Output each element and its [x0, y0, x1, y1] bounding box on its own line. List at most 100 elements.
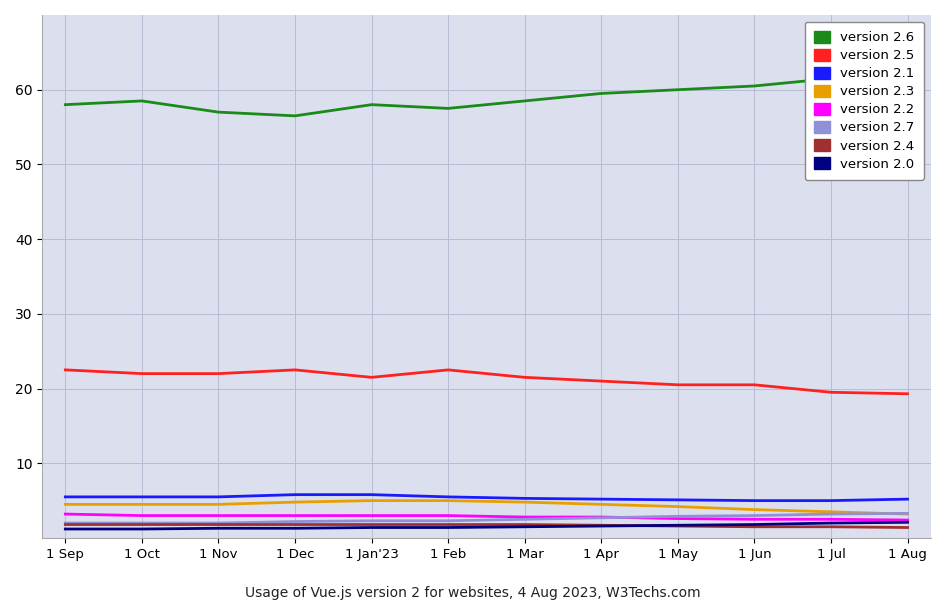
version 2.1 — [596, 496, 607, 503]
version 2.2 — [366, 512, 377, 519]
version 2.7 — [902, 510, 913, 517]
version 2.4 — [596, 522, 607, 529]
version 2.5 — [748, 381, 760, 388]
version 2.3 — [519, 499, 531, 506]
version 2.1 — [443, 493, 454, 501]
version 2.6 — [443, 105, 454, 112]
version 2.3 — [136, 501, 148, 508]
version 2.3 — [443, 497, 454, 504]
version 2.1 — [60, 493, 71, 501]
Line: version 2.1: version 2.1 — [65, 494, 907, 501]
version 2.3 — [673, 503, 684, 510]
version 2.7 — [825, 510, 836, 518]
version 2.4 — [825, 523, 836, 530]
version 2.2 — [825, 516, 836, 523]
version 2.5 — [366, 374, 377, 381]
version 2.6 — [213, 108, 224, 116]
version 2.6 — [289, 112, 301, 119]
version 2.5 — [289, 366, 301, 373]
Line: version 2.2: version 2.2 — [65, 514, 907, 520]
version 2.5 — [213, 370, 224, 378]
version 2.2 — [443, 512, 454, 519]
version 2.6 — [60, 101, 71, 108]
version 2.2 — [136, 512, 148, 519]
version 2.1 — [825, 497, 836, 504]
Line: version 2.3: version 2.3 — [65, 501, 907, 514]
version 2.7 — [748, 512, 760, 519]
version 2.6 — [902, 71, 913, 78]
version 2.1 — [289, 491, 301, 498]
version 2.0 — [289, 525, 301, 532]
version 2.2 — [213, 512, 224, 519]
version 2.1 — [673, 496, 684, 504]
version 2.0 — [136, 525, 148, 533]
version 2.3 — [60, 501, 71, 508]
version 2.7 — [519, 516, 531, 523]
version 2.4 — [136, 521, 148, 528]
version 2.6 — [136, 98, 148, 105]
version 2.2 — [289, 512, 301, 519]
Text: Usage of Vue.js version 2 for websites, 4 Aug 2023, W3Techs.com: Usage of Vue.js version 2 for websites, … — [245, 586, 701, 600]
version 2.0 — [596, 522, 607, 530]
version 2.0 — [825, 519, 836, 527]
version 2.2 — [902, 516, 913, 524]
version 2.4 — [673, 522, 684, 530]
version 2.0 — [673, 522, 684, 529]
version 2.5 — [825, 388, 836, 396]
version 2.5 — [60, 366, 71, 373]
Line: version 2.6: version 2.6 — [65, 75, 907, 116]
version 2.5 — [136, 370, 148, 378]
version 2.6 — [825, 75, 836, 82]
version 2.4 — [60, 521, 71, 528]
version 2.7 — [60, 519, 71, 527]
version 2.4 — [213, 521, 224, 528]
version 2.6 — [366, 101, 377, 108]
version 2.0 — [60, 525, 71, 533]
version 2.3 — [213, 501, 224, 508]
version 2.5 — [443, 366, 454, 373]
Line: version 2.7: version 2.7 — [65, 513, 907, 523]
version 2.0 — [748, 521, 760, 528]
version 2.3 — [902, 510, 913, 518]
version 2.5 — [519, 374, 531, 381]
version 2.4 — [366, 521, 377, 528]
version 2.1 — [136, 493, 148, 501]
version 2.0 — [519, 523, 531, 530]
version 2.0 — [443, 524, 454, 531]
Line: version 2.5: version 2.5 — [65, 370, 907, 394]
version 2.4 — [519, 521, 531, 528]
version 2.5 — [673, 381, 684, 388]
version 2.0 — [213, 525, 224, 532]
version 2.6 — [596, 90, 607, 97]
version 2.6 — [748, 82, 760, 90]
version 2.2 — [519, 513, 531, 521]
version 2.7 — [596, 514, 607, 521]
Line: version 2.0: version 2.0 — [65, 522, 907, 529]
version 2.2 — [673, 515, 684, 522]
version 2.5 — [596, 378, 607, 385]
version 2.7 — [366, 517, 377, 524]
version 2.5 — [902, 390, 913, 398]
version 2.4 — [902, 524, 913, 531]
version 2.4 — [443, 521, 454, 528]
Legend: version 2.6, version 2.5, version 2.1, version 2.3, version 2.2, version 2.7, ve: version 2.6, version 2.5, version 2.1, v… — [805, 22, 924, 180]
version 2.3 — [366, 497, 377, 504]
version 2.4 — [748, 523, 760, 530]
version 2.6 — [673, 86, 684, 93]
version 2.3 — [825, 508, 836, 516]
version 2.2 — [596, 513, 607, 521]
version 2.7 — [443, 517, 454, 524]
version 2.7 — [673, 513, 684, 520]
version 2.6 — [519, 98, 531, 105]
version 2.1 — [519, 494, 531, 502]
version 2.1 — [748, 497, 760, 504]
version 2.7 — [136, 519, 148, 527]
version 2.2 — [748, 516, 760, 523]
version 2.2 — [60, 510, 71, 518]
Line: version 2.4: version 2.4 — [65, 525, 907, 527]
version 2.0 — [902, 519, 913, 526]
version 2.3 — [289, 499, 301, 506]
version 2.3 — [748, 506, 760, 513]
version 2.0 — [366, 524, 377, 531]
version 2.3 — [596, 501, 607, 508]
